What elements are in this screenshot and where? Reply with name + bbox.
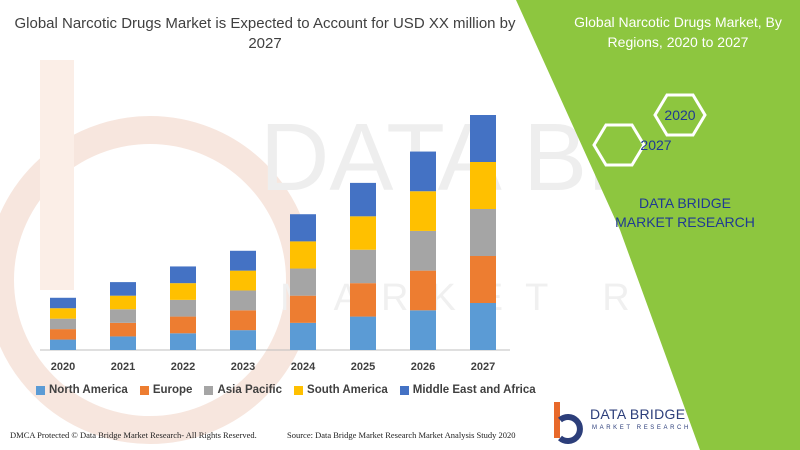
bar-segment-2022-europe — [170, 316, 196, 334]
bar-segment-2023-europe — [230, 310, 256, 331]
legend-label: South America — [307, 384, 388, 396]
chart-legend: North America Europe Asia Pacific South Ame… — [36, 384, 536, 396]
x-tick-label: 2021 — [111, 361, 135, 373]
legend-item: North America — [36, 384, 128, 396]
brand-name: DATA BRIDGE MARKET RESEARCH — [615, 195, 755, 230]
legend-item: Europe — [139, 384, 193, 396]
bar-segment-2022-south-america — [170, 283, 196, 300]
bar-segment-2025-south-america — [350, 216, 376, 250]
bar-segment-2021-middle-east-and-africa — [110, 282, 136, 296]
bar-segment-2025-asia-pacific — [350, 249, 376, 284]
legend-label: Asia Pacific — [217, 384, 283, 396]
legend-item: Asia Pacific — [204, 384, 282, 396]
bar-segment-2021-asia-pacific — [110, 309, 136, 323]
footer-copyright: DMCA Protected © Data Bridge Market Rese… — [10, 430, 257, 440]
bar-segment-2026-middle-east-and-africa — [410, 151, 436, 192]
legend-item: South America — [294, 384, 388, 396]
legend-label: Middle East and Africa — [412, 384, 536, 396]
bar-segment-2020-asia-pacific — [50, 318, 76, 330]
legend-swatch — [139, 385, 149, 395]
hex-icon-2027 — [592, 123, 646, 167]
x-tick-label: 2027 — [471, 361, 495, 373]
legend-swatch — [399, 385, 409, 395]
bar-segment-2026-europe — [410, 270, 436, 311]
bar-segment-2022-asia-pacific — [170, 299, 196, 317]
bar-segment-2020-north-america — [50, 339, 76, 350]
bar-segment-2027-north-america — [470, 303, 496, 350]
bar-segment-2023-south-america — [230, 270, 256, 291]
bar-segment-2020-middle-east-and-africa — [50, 297, 76, 309]
bar-segment-2020-europe — [50, 329, 76, 340]
bar-segment-2020-south-america — [50, 308, 76, 319]
bar-segment-2021-north-america — [110, 336, 136, 350]
x-tick-label: 2026 — [411, 361, 435, 373]
x-tick-label: 2022 — [171, 361, 195, 373]
bar-segment-2021-europe — [110, 322, 136, 337]
x-tick-label: 2024 — [291, 361, 316, 373]
side-panel-title: Global Narcotic Drugs Market, By Regions… — [574, 14, 782, 50]
legend-item: Middle East and Africa — [399, 384, 536, 396]
bar-segment-2025-middle-east-and-africa — [350, 182, 376, 217]
bar-segment-2024-asia-pacific — [290, 268, 316, 296]
bar-segment-2027-asia-pacific — [470, 209, 496, 256]
logo-subtitle: MARKET RESEARCH — [592, 425, 691, 431]
bar-segment-2023-middle-east-and-africa — [230, 250, 256, 271]
chart-title: Global Narcotic Drugs Market is Expected… — [14, 15, 516, 52]
bar-segment-2021-south-america — [110, 295, 136, 310]
bar-segment-2024-europe — [290, 295, 316, 323]
x-tick-label: 2023 — [231, 361, 255, 373]
logo-mark-icon — [554, 402, 583, 444]
legend-swatch — [294, 385, 304, 395]
legend-label: North America — [49, 384, 128, 396]
x-tick-label: 2020 — [51, 361, 75, 373]
bar-segment-2026-south-america — [410, 191, 436, 231]
hex-label-2027: 2027 — [640, 137, 671, 153]
company-logo: DATA BRIDGE MARKET RESEARCH — [548, 400, 798, 444]
bar-segment-2026-asia-pacific — [410, 230, 436, 271]
bar-segment-2024-south-america — [290, 241, 316, 269]
bar-segment-2026-north-america — [410, 310, 436, 350]
bar-segment-2025-north-america — [350, 316, 376, 350]
footer-source: Source: Data Bridge Market Research Mark… — [287, 430, 516, 440]
bar-segment-2025-europe — [350, 283, 376, 317]
bar-segment-2022-middle-east-and-africa — [170, 266, 196, 284]
bar-segment-2027-middle-east-and-africa — [470, 115, 496, 162]
hex-icon-2020 — [653, 93, 707, 137]
bar-segment-2023-asia-pacific — [230, 290, 256, 311]
legend-label: Europe — [152, 384, 193, 396]
bar-segment-2027-europe — [470, 256, 496, 303]
stacked-bar-chart: 2020 2021 2022 2023 2024 2025 2026 2027 — [40, 115, 510, 373]
logo-name: DATA BRIDGE — [590, 406, 686, 422]
legend-swatch — [204, 385, 214, 395]
hex-label-2020: 2020 — [664, 107, 695, 123]
bar-segment-2023-north-america — [230, 330, 256, 350]
bar-segment-2024-north-america — [290, 322, 316, 350]
bar-segment-2022-north-america — [170, 333, 196, 350]
bar-segment-2027-south-america — [470, 162, 496, 209]
bar-segment-2024-middle-east-and-africa — [290, 214, 316, 242]
legend-swatch — [36, 385, 45, 395]
x-tick-label: 2025 — [351, 361, 375, 373]
